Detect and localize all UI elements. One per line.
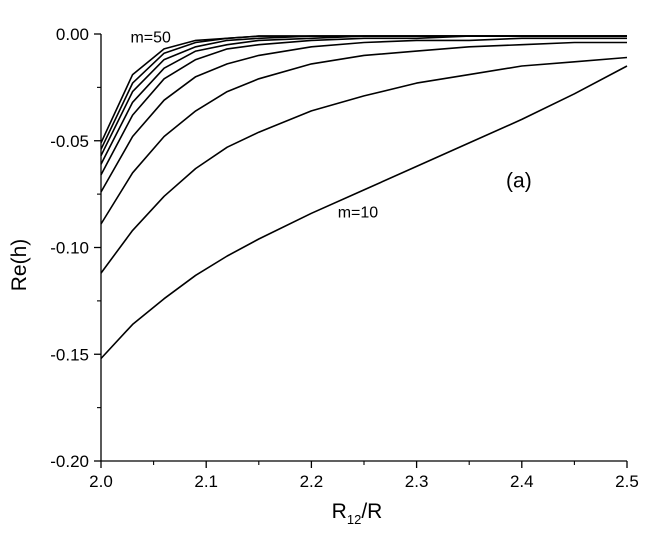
x-axis-title: R12/R — [332, 500, 383, 527]
annotation-label: m=50 — [130, 30, 171, 47]
x-tick-label: 2.1 — [194, 472, 218, 491]
y-tick-label: 0.00 — [56, 25, 89, 44]
series-line-1 — [100, 65, 628, 360]
annotations: m=50 m=10 (a) — [130, 30, 531, 222]
x-axis-title-sub: 12 — [347, 512, 361, 527]
y-tick-label: -0.10 — [50, 239, 89, 258]
x-axis-title-main: R — [332, 500, 347, 523]
x-tick-label: 2.2 — [300, 472, 324, 491]
y-tick-label: -0.15 — [50, 345, 89, 364]
x-tick-label: 2.0 — [89, 472, 113, 491]
annotation-label: m=10 — [338, 205, 379, 222]
axes — [94, 33, 628, 468]
y-tick-label: -0.20 — [50, 452, 89, 471]
y-tick-label: -0.05 — [50, 132, 89, 151]
x-tick-label: 2.5 — [615, 472, 639, 491]
x-tick-label: 2.3 — [405, 472, 429, 491]
plot-lines — [100, 35, 628, 360]
series-line-3 — [100, 41, 627, 225]
series-line-4 — [100, 37, 627, 193]
y-axis-title: Re(h) — [8, 239, 31, 292]
tick-labels: 2.0 2.1 2.2 2.3 2.4 2.5 0.00 -0.05 -0.10 -0.15 -0.… — [50, 25, 639, 491]
x-tick-label: 2.4 — [510, 472, 534, 491]
series-line-9 — [100, 35, 627, 144]
series-line-5 — [100, 35, 627, 176]
x-axis-title-tail: /R — [361, 500, 382, 523]
panel-label: (a) — [506, 170, 532, 193]
series-line-2 — [100, 56, 628, 274]
